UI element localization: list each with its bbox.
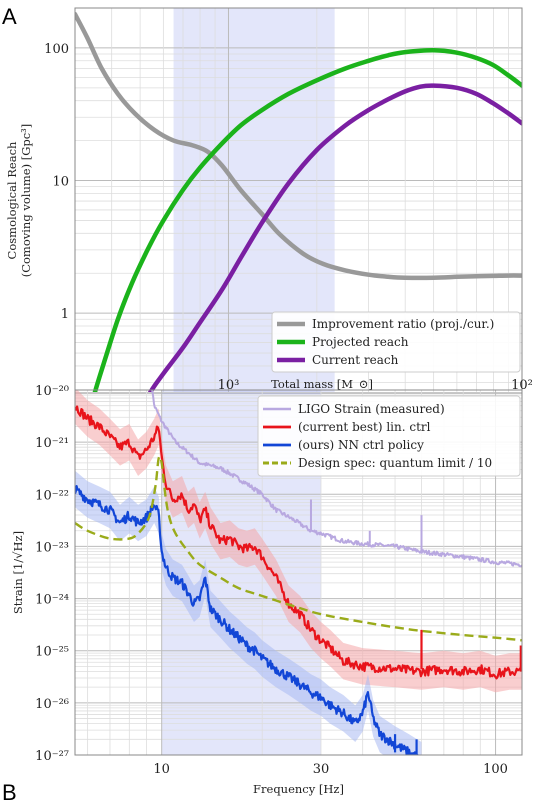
panel-a-chart: 1 10 100 10³ 10² Total mass [M_⊙] Cosmologi… — [5, 7, 533, 394]
panel-a-y-axis-label-line2: (Comoving volume) [Gpc³] — [19, 124, 33, 278]
y-tick-label: 10⁻²⁰ — [35, 384, 69, 399]
y-tick-label: 10⁻²³ — [35, 540, 69, 555]
y-tick-label: 10⁻²² — [35, 488, 69, 503]
panel-b-legend: LIGO Strain (measured) (current best) lin… — [257, 395, 521, 477]
panel-b-series — [75, 390, 522, 755]
x-tick-label: 30 — [313, 762, 330, 777]
y-tick-label: 10⁻²⁶ — [35, 697, 69, 712]
x-tick-label: 10³ — [218, 378, 240, 393]
legend-box — [257, 395, 521, 477]
panel-a-legend: Improvement ratio (proj./cur.) Projected … — [271, 311, 521, 373]
legend-entry: Design spec: quantum limit / 10 — [298, 456, 492, 470]
legend-box — [271, 311, 521, 373]
panel-label-b: B — [2, 780, 17, 803]
y-tick-label: 10⁻²⁷ — [35, 749, 69, 764]
y-tick-label: 1 — [61, 307, 69, 322]
panel-a-series — [75, 11, 522, 393]
y-tick-label: 10⁻²⁴ — [35, 593, 69, 608]
y-tick-label: 100 — [44, 42, 69, 57]
panel-a-x-ticks: 10³ 10² — [218, 378, 533, 393]
panel-b-x-ticks: 10 30 100 — [153, 762, 508, 777]
y-tick-label: 10 — [52, 175, 69, 190]
legend-entry: Current reach — [312, 353, 399, 367]
series-line-0 — [151, 390, 522, 568]
panel-b-y-ticks: 10⁻²⁰ 10⁻²¹ 10⁻²² 10⁻²³ 10⁻²⁴ 10⁻²⁵ 10⁻²⁶ 10⁻²⁷ — [35, 384, 69, 764]
legend-entry: Projected reach — [312, 335, 409, 349]
legend-entry: Improvement ratio (proj./cur.) — [312, 317, 494, 331]
x-tick-label: 100 — [483, 762, 508, 777]
panel-b-x-axis-label: Frequency [Hz] — [253, 782, 344, 796]
panel-b-frame — [74, 389, 523, 756]
series-line-0 — [75, 11, 522, 281]
series-line-2 — [75, 485, 421, 755]
legend-entry: LIGO Strain (measured) — [298, 402, 445, 416]
y-tick-label: 10⁻²⁵ — [35, 645, 69, 660]
y-tick-label: 10⁻²¹ — [35, 436, 69, 451]
legend-entry: (ours) NN ctrl policy — [298, 438, 424, 452]
panel-label-a: A — [2, 4, 17, 29]
legend-entry: (current best) lin. ctrl — [298, 420, 431, 434]
panel-a-frame — [74, 7, 523, 394]
panel-a-y-ticks: 1 10 100 — [44, 42, 69, 322]
x-tick-label: 10 — [153, 762, 170, 777]
series-line-3 — [75, 455, 522, 642]
uncertainty-band-1 — [75, 390, 522, 693]
panel-b-y-axis-label: Strain [1/√Hz] — [11, 531, 25, 614]
series-line-2 — [147, 83, 522, 393]
panel-b-chart: 10⁻²⁰ 10⁻²¹ 10⁻²² 10⁻²³ 10⁻²⁴ 10⁻²⁵ 10⁻²⁶ 10⁻²⁷… — [11, 384, 523, 796]
series-line-1 — [75, 405, 522, 680]
x-tick-label: 10² — [511, 378, 533, 393]
series-line-1 — [92, 48, 522, 393]
panel-a-y-axis-label-line1: Cosmological Reach — [5, 141, 19, 259]
panel-a-x-axis-label: Total mass [M_⊙] — [271, 377, 373, 391]
